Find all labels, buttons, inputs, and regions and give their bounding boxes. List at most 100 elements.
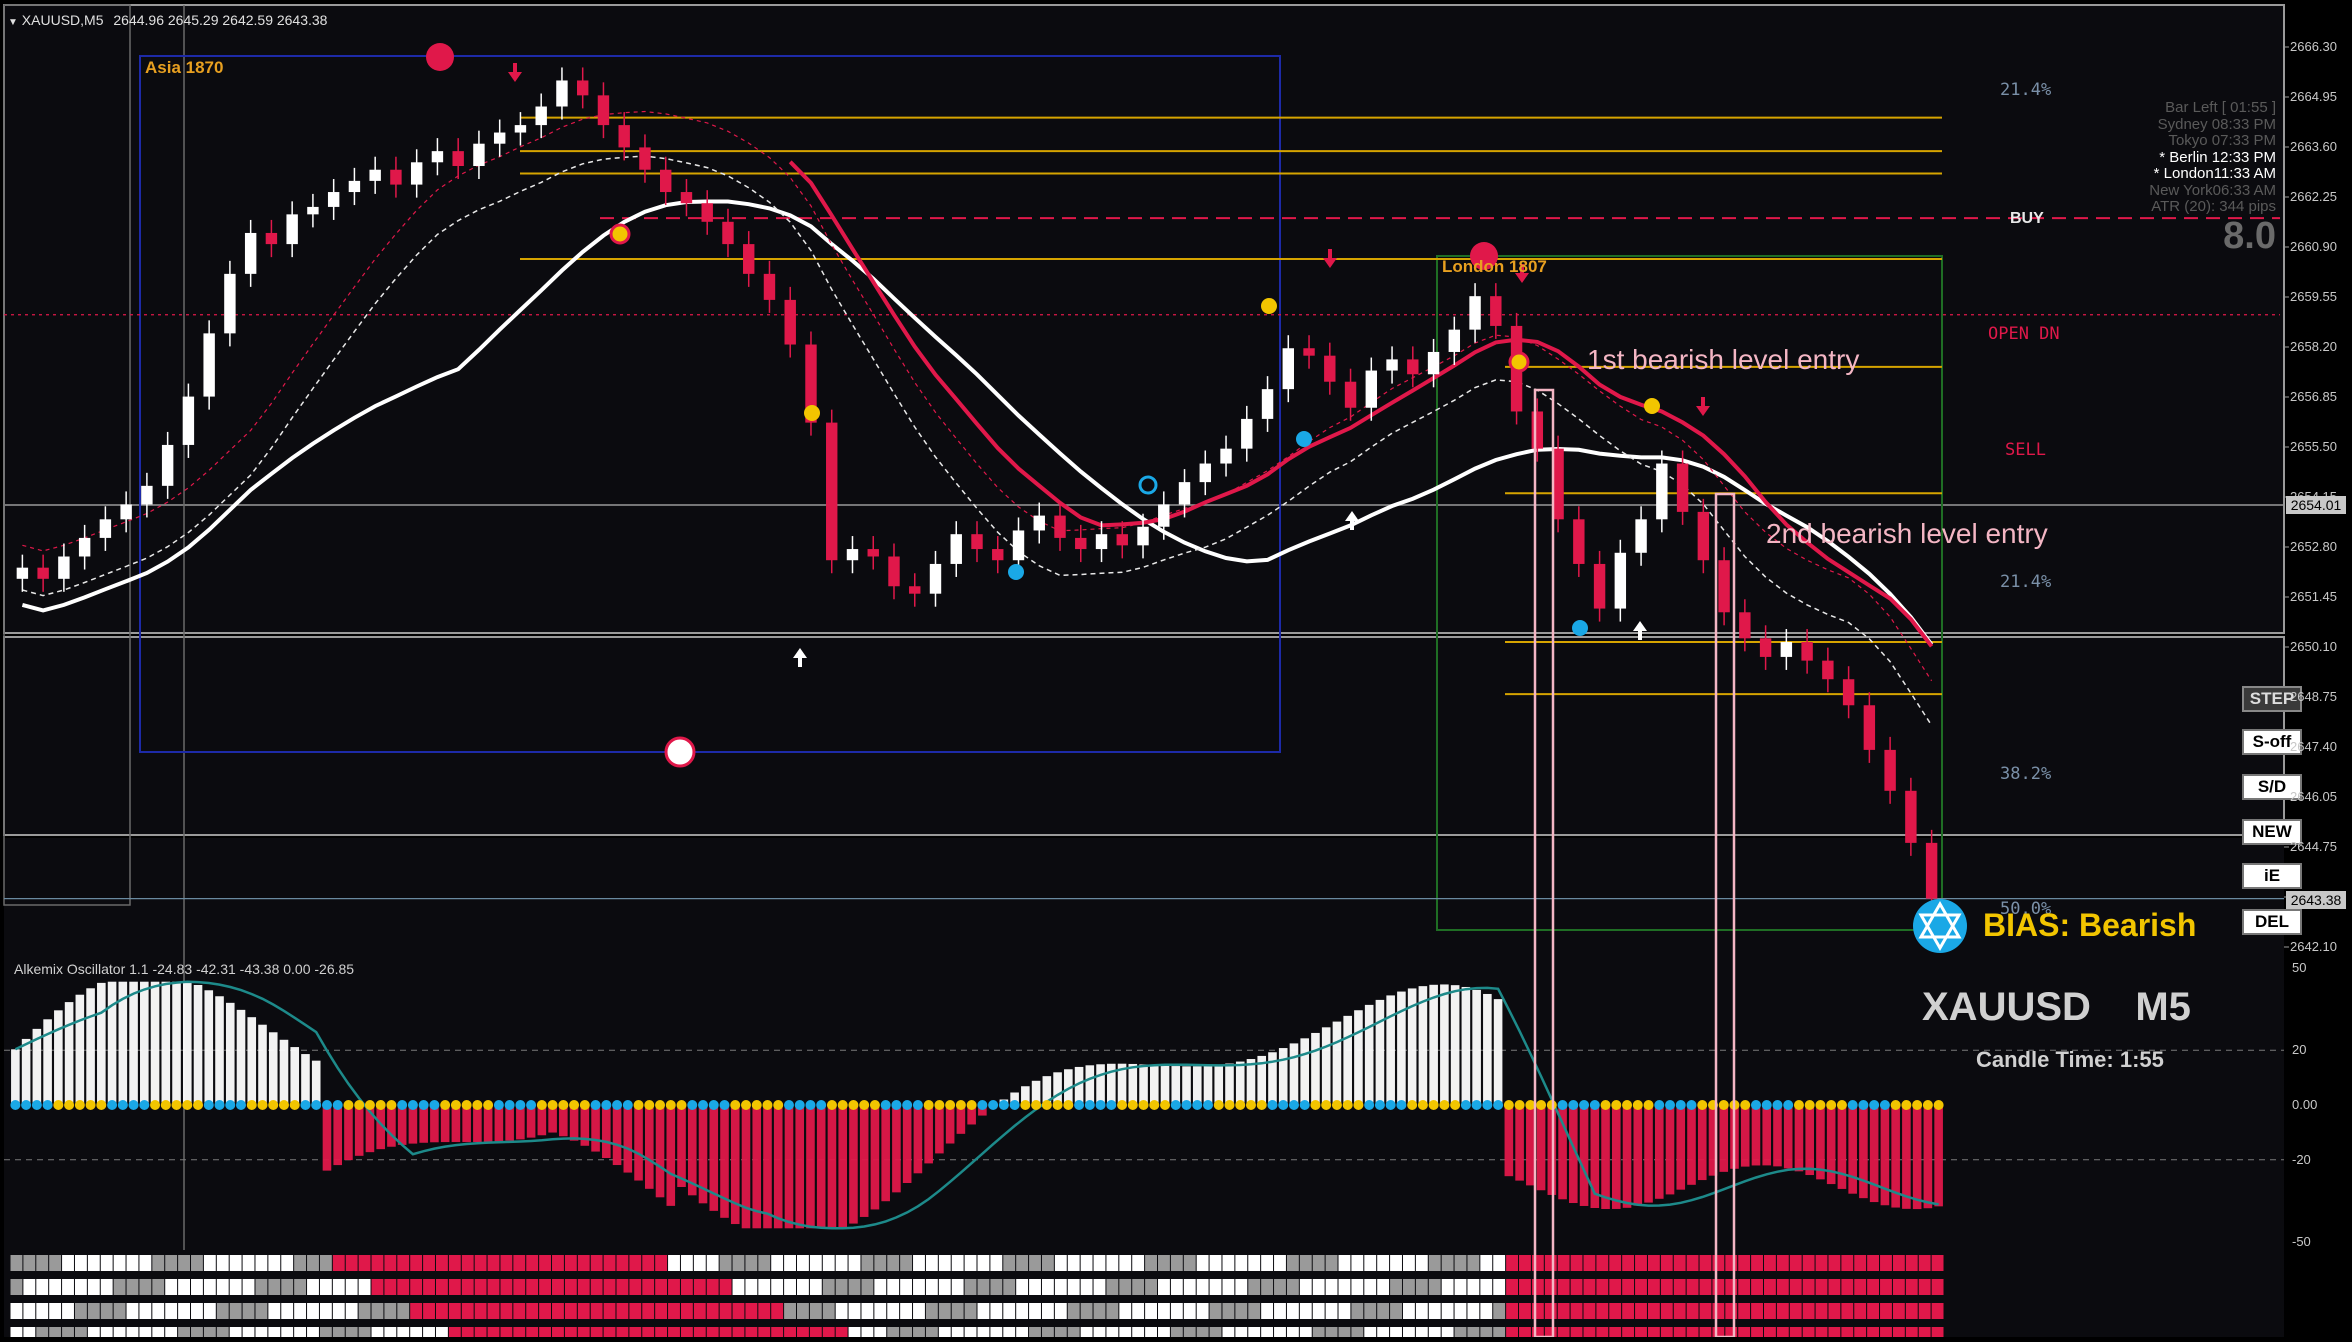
trend-strip-cell [513,1255,526,1271]
trend-strip-cell [745,1255,758,1271]
oscillator-bar [1128,1063,1138,1105]
oscillator-bar [505,1105,514,1141]
candle-body [390,169,402,185]
zero-line-dot [536,1100,547,1110]
trend-strip-cell [1763,1255,1776,1271]
zero-line-dot [1579,1100,1590,1110]
oscillator-bar [172,981,181,1105]
oscillator-bar [1171,1066,1181,1105]
zero-line-dot [1396,1100,1407,1110]
zero-line-dot [1471,1100,1482,1110]
zero-line-dot [526,1100,537,1110]
trend-strip-cell [1080,1255,1093,1271]
trend-strip-cell [1248,1327,1261,1342]
trend-strip-cell [887,1279,900,1295]
oscillator-bar [1117,1063,1127,1105]
trend-strip-cell [113,1279,126,1295]
oscillator-bar [54,1010,63,1105]
candle-body [929,563,942,594]
window-title-bar[interactable]: ▼ XAUUSD,M5 2644.96 2645.29 2642.59 2643… [8,12,327,28]
trend-strip-cell [113,1255,126,1271]
price-tick-label: 2646.05 [2290,789,2337,804]
candle-body [78,537,91,557]
trend-strip-cell [448,1255,461,1271]
trend-strip-cell [461,1303,474,1319]
trend-strip-cell [139,1327,152,1342]
step-button[interactable]: STEP [2242,686,2302,712]
oscillator-bar [268,1032,278,1105]
candle-body [1012,530,1025,561]
trend-strip-cell [345,1327,358,1342]
trend-strip-cell [1054,1327,1067,1342]
trend-strip-cell [1170,1327,1183,1342]
oscillator-bar [687,1105,697,1196]
trend-strip-cell [255,1279,268,1295]
oscillator-bar [97,982,106,1105]
candle-body [161,444,174,486]
trend-strip-cell [745,1327,758,1342]
oscillator-bar [1332,1021,1342,1105]
trend-strip-cell [835,1255,848,1271]
candle-body [327,192,340,207]
trend-strip-cell [603,1279,616,1295]
trend-strip-cell [307,1303,319,1319]
zero-line-dot [1793,1100,1804,1110]
chevron-down-icon[interactable]: ▼ [8,17,18,28]
trend-strip-cell [1222,1327,1235,1342]
candle-body [203,333,215,397]
zero-line-dot [1095,1100,1106,1110]
trend-strip-cell [693,1255,706,1271]
oscillator-bar [11,1049,20,1105]
ie-button[interactable]: iE [2242,863,2302,889]
trend-strip-cell [23,1327,36,1342]
trend-strip-cell [1557,1279,1570,1295]
trend-strip-cell [1338,1279,1351,1295]
trend-strip-cell [1454,1255,1467,1271]
zero-line-dot [569,1100,580,1110]
candle-body [1656,463,1668,520]
new-button[interactable]: NEW [2242,819,2302,845]
swing-high-marker [426,43,454,71]
zero-line-dot [880,1100,891,1110]
oscillator-bar [1440,984,1449,1105]
oscillator-bar [1386,995,1395,1105]
zero-line-dot [1826,1100,1837,1110]
trend-strip-cell [307,1255,319,1271]
oscillator-bar [1214,1064,1224,1105]
candle-body [452,151,464,167]
candle-body [473,143,485,167]
bias-label: BIAS: Bearish [1983,907,2197,943]
trend-strip-cell [49,1279,62,1295]
trend-strip-cell [126,1303,139,1319]
trend-strip-cell [1041,1327,1054,1342]
oscillator-bar [161,981,171,1105]
zero-line-dot [1267,1100,1278,1110]
trend-strip-cell [10,1255,23,1271]
zero-line-dot [31,1100,42,1110]
price-tick-label: 2652.80 [2290,539,2337,554]
trend-strip-cell [1699,1327,1712,1342]
price-tick-label: 2663.60 [2290,139,2337,154]
candle-body [493,132,506,144]
trend-strip-cell [874,1255,887,1271]
s-d-button[interactable]: S/D [2242,774,2302,800]
candle-body [722,221,734,245]
trend-strip-cell [951,1255,964,1271]
trend-strip-cell [1841,1327,1854,1342]
trend-strip-cell [539,1255,552,1271]
trend-strip-cell [680,1327,693,1342]
trend-strip-cell [1802,1279,1815,1295]
s-off-button[interactable]: S-off [2242,729,2302,755]
trend-strip-cell [281,1255,294,1271]
trend-strip-cell [500,1255,513,1271]
trend-strip-cell [1145,1279,1158,1295]
trend-strip-cell [1725,1303,1738,1319]
zero-line-dot [1149,1100,1160,1110]
trend-strip-cell [513,1303,526,1319]
del-button[interactable]: DEL [2242,909,2302,935]
trend-strip-cell [268,1303,281,1319]
zero-line-dot [1020,1100,1031,1110]
trend-strip-cell [1506,1327,1519,1342]
oscillator-bar [279,1039,289,1105]
